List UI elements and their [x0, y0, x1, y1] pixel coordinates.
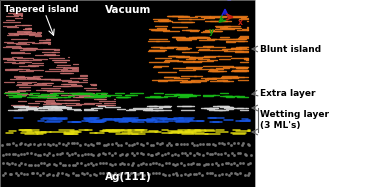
Text: x: x [238, 18, 243, 27]
Text: Wetting layer
(3 ML's): Wetting layer (3 ML's) [260, 110, 329, 130]
Bar [255, 0, 378, 187]
Text: Vacuum: Vacuum [105, 5, 151, 15]
Bar [0, 0, 255, 187]
Bar [0, 0, 255, 187]
Text: Ag(111): Ag(111) [105, 172, 151, 182]
Text: Tapered island: Tapered island [4, 5, 79, 14]
Text: y: y [209, 27, 214, 36]
Text: z: z [227, 0, 231, 3]
Text: Blunt island: Blunt island [260, 45, 321, 53]
Text: Extra layer: Extra layer [260, 88, 316, 97]
